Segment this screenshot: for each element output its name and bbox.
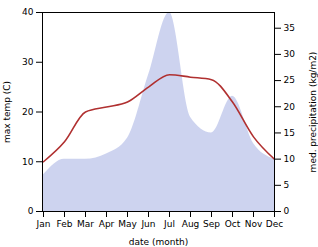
svg-text:0: 0 [284, 206, 290, 216]
svg-text:35: 35 [284, 23, 295, 33]
svg-text:Jan: Jan [36, 219, 51, 229]
svg-text:date (month): date (month) [129, 237, 188, 247]
svg-text:10: 10 [22, 157, 34, 167]
svg-text:Aug: Aug [182, 219, 200, 229]
svg-text:Jul: Jul [163, 219, 175, 229]
svg-text:May: May [118, 219, 137, 229]
svg-text:40: 40 [22, 7, 34, 17]
svg-text:0: 0 [28, 206, 34, 216]
svg-text:30: 30 [284, 49, 296, 59]
svg-text:Apr: Apr [99, 219, 115, 229]
svg-text:30: 30 [22, 57, 34, 67]
svg-text:20: 20 [284, 102, 296, 112]
svg-text:25: 25 [284, 75, 295, 85]
svg-text:Mar: Mar [77, 219, 94, 229]
svg-text:15: 15 [284, 128, 295, 138]
svg-text:Jun: Jun [140, 219, 155, 229]
svg-text:Nov: Nov [245, 219, 263, 229]
svg-text:Sep: Sep [203, 219, 220, 229]
svg-text:med. precipitation (kg/m2): med. precipitation (kg/m2) [308, 52, 318, 173]
svg-text:max temp (C): max temp (C) [2, 81, 12, 143]
svg-text:5: 5 [284, 180, 290, 190]
svg-text:10: 10 [284, 154, 296, 164]
svg-text:Oct: Oct [225, 219, 241, 229]
svg-text:20: 20 [22, 107, 34, 117]
svg-text:Feb: Feb [57, 219, 73, 229]
svg-text:Dec: Dec [266, 219, 283, 229]
